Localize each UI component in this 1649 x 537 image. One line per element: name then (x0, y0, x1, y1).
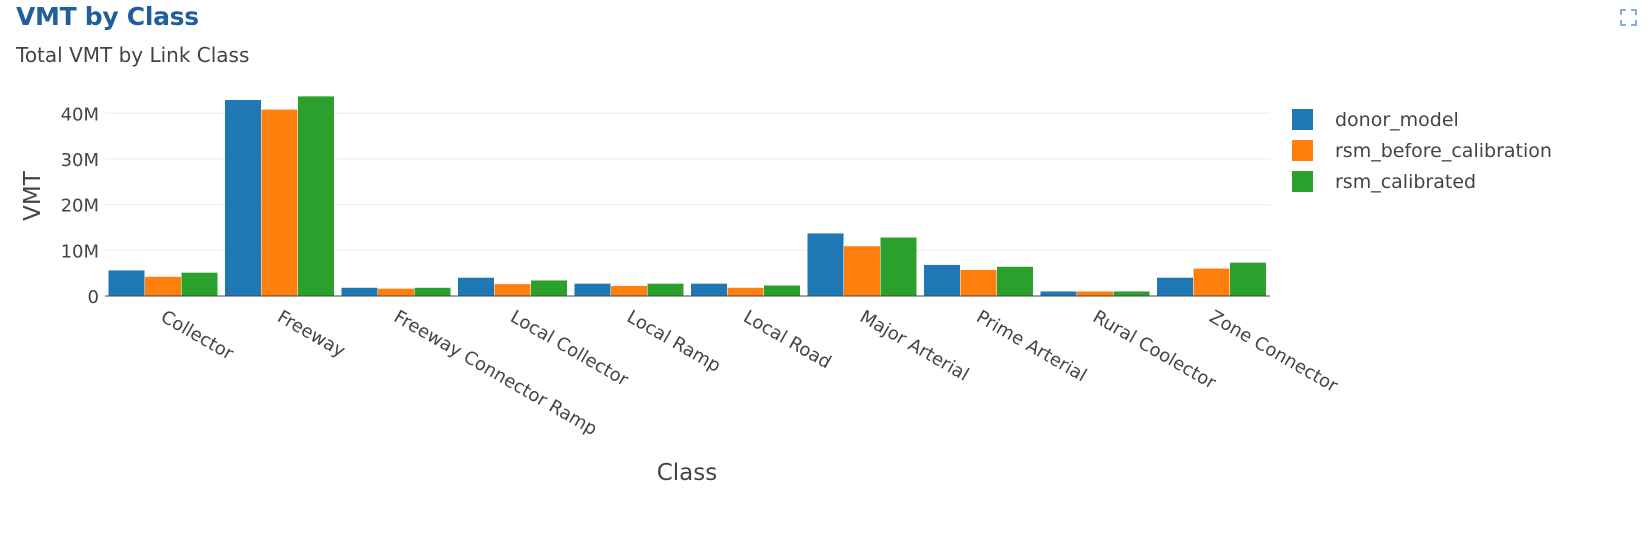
bar-rsm-calibrated[interactable] (181, 272, 218, 296)
bar-rsm-calibrated[interactable] (1113, 291, 1150, 296)
bar-rsm-calibrated[interactable] (647, 283, 684, 296)
bar-rsm-calibrated[interactable] (1230, 262, 1266, 296)
bar-donor-model[interactable] (807, 233, 844, 296)
legend-label[interactable]: rsm_before_calibration (1335, 140, 1552, 162)
bar-donor-model[interactable] (1040, 291, 1077, 296)
bar-rsm-before-calibration[interactable] (261, 109, 298, 297)
bar-donor-model[interactable] (691, 283, 727, 296)
bar-rsm-before-calibration[interactable] (844, 246, 880, 296)
y-tick-label: 0 (88, 287, 99, 308)
x-tick-label: Prime Arterial (973, 306, 1091, 386)
bar-donor-model[interactable] (108, 270, 145, 296)
bar-rsm-before-calibration[interactable] (960, 269, 997, 296)
bar-rsm-before-calibration[interactable] (494, 284, 531, 296)
x-tick-label: Local Ramp (623, 306, 724, 376)
bar-donor-model[interactable] (225, 100, 261, 296)
bar-rsm-before-calibration[interactable] (1193, 268, 1230, 296)
legend-swatch-donor-model[interactable] (1292, 109, 1313, 130)
x-tick-label: Zone Connector (1206, 306, 1342, 397)
y-tick-label: 20M (61, 196, 99, 217)
legend-swatch-rsm-calibrated[interactable] (1292, 171, 1313, 192)
x-tick-label: Freeway (274, 306, 349, 362)
bar-rsm-calibrated[interactable] (531, 280, 567, 296)
bar-rsm-calibrated[interactable] (997, 266, 1033, 296)
expand-icon[interactable] (1620, 9, 1637, 26)
legend-label[interactable]: rsm_calibrated (1335, 171, 1476, 193)
legend-swatch-rsm-before-calibration[interactable] (1292, 140, 1313, 161)
bar-rsm-before-calibration[interactable] (145, 276, 181, 296)
bar-donor-model[interactable] (341, 287, 378, 296)
bar-donor-model[interactable] (458, 277, 494, 296)
x-tick-label: Rural Coolector (1089, 306, 1220, 394)
card-title: VMT by Class (16, 2, 199, 31)
bar-rsm-calibrated[interactable] (414, 287, 451, 296)
legend-label[interactable]: donor_model (1335, 109, 1459, 131)
card-subtitle: Total VMT by Link Class (16, 43, 250, 67)
x-tick-label: Major Arterial (856, 306, 972, 385)
bar-rsm-before-calibration[interactable] (611, 285, 647, 296)
bar-donor-model[interactable] (574, 283, 611, 296)
bar-rsm-before-calibration[interactable] (727, 287, 764, 296)
bar-rsm-before-calibration[interactable] (378, 288, 414, 296)
x-tick-label: Collector (157, 306, 237, 364)
bar-donor-model[interactable] (1157, 277, 1193, 296)
bar-rsm-before-calibration[interactable] (1077, 291, 1113, 296)
x-axis-title: Class (657, 460, 718, 486)
bar-rsm-calibrated[interactable] (298, 96, 334, 297)
y-tick-label: 10M (61, 241, 99, 262)
bar-rsm-calibrated[interactable] (764, 285, 800, 296)
bar-rsm-calibrated[interactable] (880, 237, 917, 296)
y-tick-label: 30M (61, 150, 99, 171)
y-axis-title: VMT (20, 170, 46, 221)
y-tick-label: 40M (61, 104, 99, 125)
x-tick-label: Freeway Connector Ramp (390, 306, 601, 440)
x-tick-label: Local Road (740, 306, 835, 373)
bar-donor-model[interactable] (924, 264, 960, 296)
